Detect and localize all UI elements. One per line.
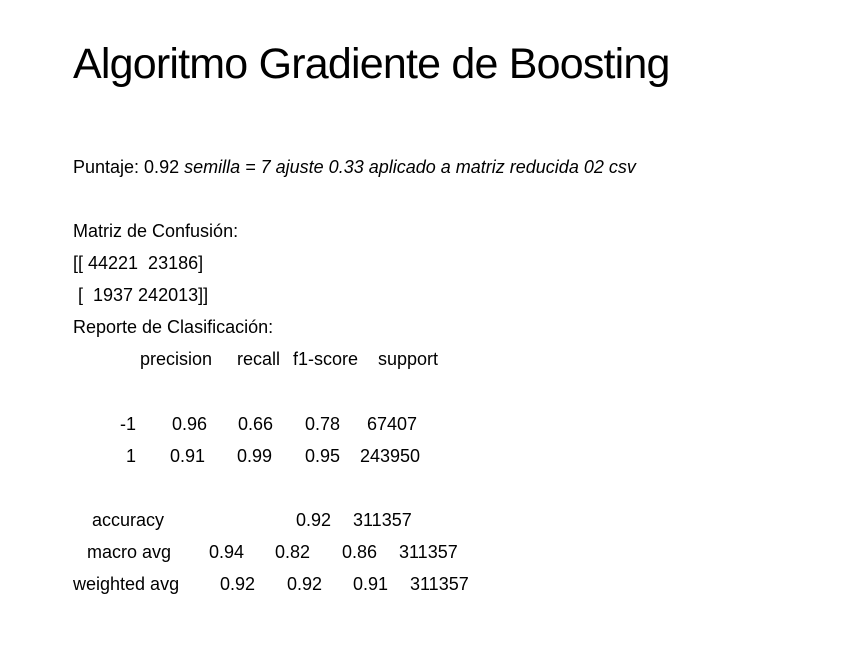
row-label: 1 [126,446,137,466]
slide-title: Algoritmo Gradiente de Boosting [73,40,670,88]
weighted-avg-recall: 0.92 [287,574,323,594]
accuracy-support: 311357 [353,510,412,530]
row-f1: 0.78 [305,414,341,434]
header-precision: precision [140,349,213,369]
row-label: -1 [120,414,137,434]
weighted-avg-label: weighted avg [73,574,180,594]
header-recall: recall [237,349,281,369]
weighted-avg-f1: 0.91 [353,574,389,594]
weighted-avg-support: 311357 [410,574,469,594]
accuracy-label: accuracy [92,510,165,530]
weighted-avg-precision: 0.92 [220,574,256,594]
row-precision: 0.91 [170,446,206,466]
row-support: 67407 [367,414,418,434]
macro-avg-precision: 0.94 [209,542,245,562]
confusion-row-2: [ 1937 242013]] [73,285,209,305]
row-recall: 0.66 [238,414,274,434]
score-label: Puntaje: 0.92 [73,157,180,177]
header-f1-score: f1-score [293,349,359,369]
confusion-heading: Matriz de Confusión: [73,221,239,241]
macro-avg-support: 311357 [399,542,458,562]
score-line: Puntaje: 0.92 semilla = 7 ajuste 0.33 ap… [73,155,636,179]
row-f1: 0.95 [305,446,341,466]
macro-avg-label: macro avg [87,542,172,562]
accuracy-f1: 0.92 [296,510,332,530]
confusion-row-1: [[ 44221 23186] [73,253,204,273]
score-detail: semilla = 7 ajuste 0.33 aplicado a matri… [184,157,636,177]
row-recall: 0.99 [237,446,273,466]
header-support: support [378,349,439,369]
row-precision: 0.96 [172,414,208,434]
report-heading: Reporte de Clasificación: [73,317,274,337]
row-support: 243950 [360,446,421,466]
macro-avg-recall: 0.82 [275,542,311,562]
macro-avg-f1: 0.86 [342,542,378,562]
